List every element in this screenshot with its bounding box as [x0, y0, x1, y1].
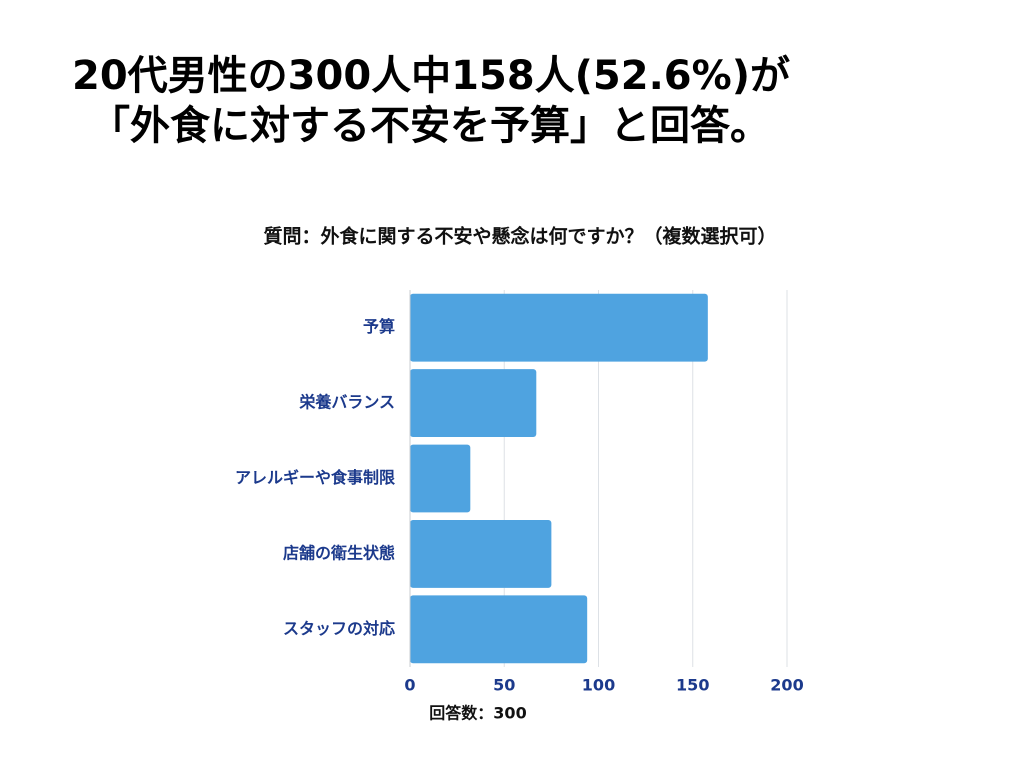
chart-title: 「外食に対する不安を予算」と回答。 — [90, 103, 770, 149]
bar — [410, 444, 471, 513]
chart-subtitle: 質問：外食に関する不安や懸念は何ですか？（複数選択可） — [263, 225, 776, 248]
x-tick-label: 150 — [676, 676, 709, 695]
y-tick-label: スタッフの対応 — [283, 619, 395, 638]
x-tick-label: 200 — [770, 676, 803, 695]
y-tick-label: 店舗の衛生状態 — [283, 543, 395, 562]
y-tick-label: 栄養バランス — [298, 393, 395, 412]
x-tick-label: 0 — [404, 676, 415, 695]
bar — [410, 519, 552, 588]
chart-title: 20代男性の300人中158人(52.6%)が — [72, 53, 790, 99]
bar — [410, 293, 708, 362]
bar — [410, 595, 588, 664]
x-tick-label: 100 — [582, 676, 615, 695]
x-tick-label: 50 — [493, 676, 515, 695]
x-axis-label: 回答数：300 — [429, 704, 526, 723]
y-tick-label: 予算 — [363, 317, 395, 336]
bar — [410, 369, 537, 438]
y-tick-label: アレルギーや食事制限 — [235, 468, 396, 487]
